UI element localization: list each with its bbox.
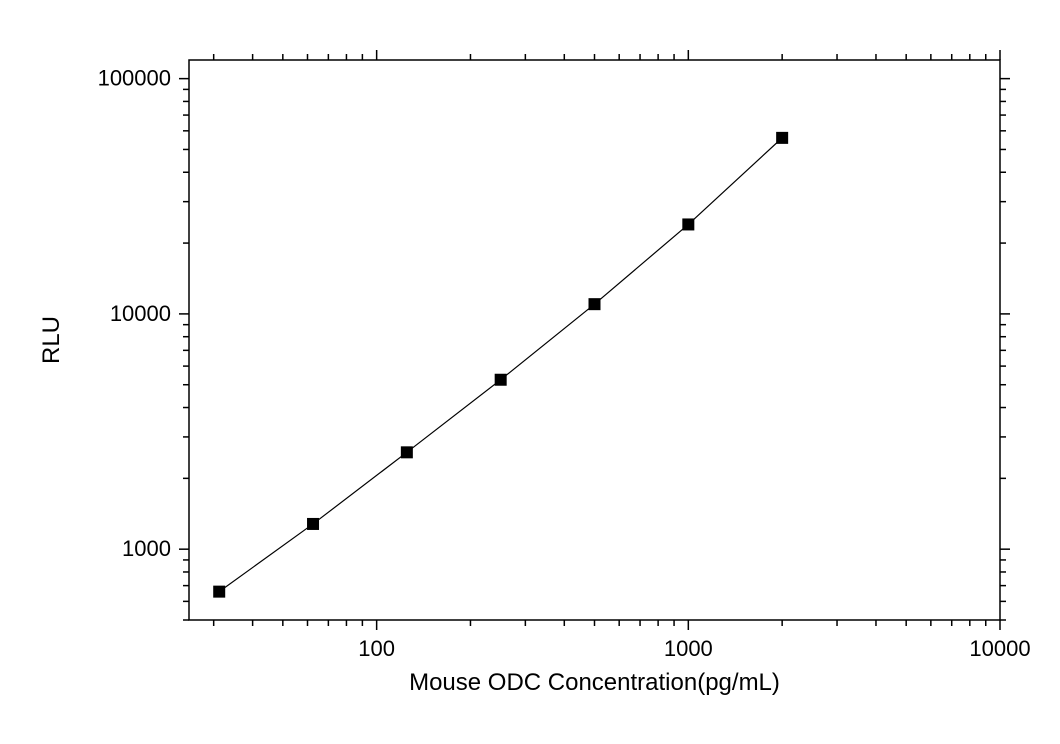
data-marker bbox=[776, 132, 788, 144]
chart-svg: 100 1000 10000 1000 10000 100000 Mouse ODC Con… bbox=[0, 0, 1060, 744]
svg-text:100: 100 bbox=[358, 636, 395, 661]
standard-curve-chart: 100 1000 10000 1000 10000 100000 Mouse ODC Con… bbox=[0, 0, 1060, 744]
svg-text:10000: 10000 bbox=[110, 301, 171, 326]
data-marker bbox=[401, 446, 413, 458]
data-marker bbox=[682, 218, 694, 230]
data-marker bbox=[495, 374, 507, 386]
x-axis-label: Mouse ODC Concentration(pg/mL) bbox=[409, 669, 780, 696]
data-marker bbox=[589, 298, 601, 310]
svg-text:1000: 1000 bbox=[122, 536, 171, 561]
svg-text:10000: 10000 bbox=[969, 636, 1030, 661]
data-marker bbox=[213, 586, 225, 598]
svg-text:1000: 1000 bbox=[664, 636, 713, 661]
data-marker bbox=[307, 518, 319, 530]
y-axis-label: RLU bbox=[38, 316, 65, 364]
svg-text:100000: 100000 bbox=[98, 66, 171, 91]
